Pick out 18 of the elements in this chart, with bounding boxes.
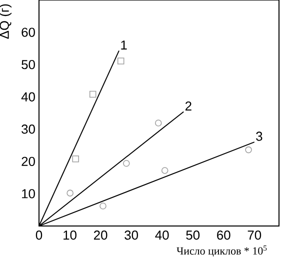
y-tick-label: 50 [22, 60, 35, 70]
x-tick-label: 50 [186, 230, 200, 240]
x-tick-label: 0 [36, 230, 42, 240]
x-tick-label: 20 [94, 230, 108, 240]
y-tick-label: 10 [22, 189, 35, 198]
y-tick-label: 30 [22, 124, 35, 134]
x-axis-title: Число циклов * 10$^{5}$ [176, 246, 267, 257]
x-tick-label: 70 [248, 230, 262, 240]
y-tick-label: 40 [21, 92, 35, 102]
x-tick-label: 10 [64, 230, 76, 240]
series-label: 3 [256, 132, 262, 141]
x-tick-label: 30 [124, 230, 138, 240]
x-tick-label: 60 [217, 230, 230, 240]
series-label: 1 [121, 40, 127, 50]
series-label: 2 [185, 101, 192, 111]
x-tick-label: 40 [155, 230, 169, 240]
y-tick-label: 60 [22, 28, 35, 37]
y-tick-label: 20 [22, 156, 35, 166]
